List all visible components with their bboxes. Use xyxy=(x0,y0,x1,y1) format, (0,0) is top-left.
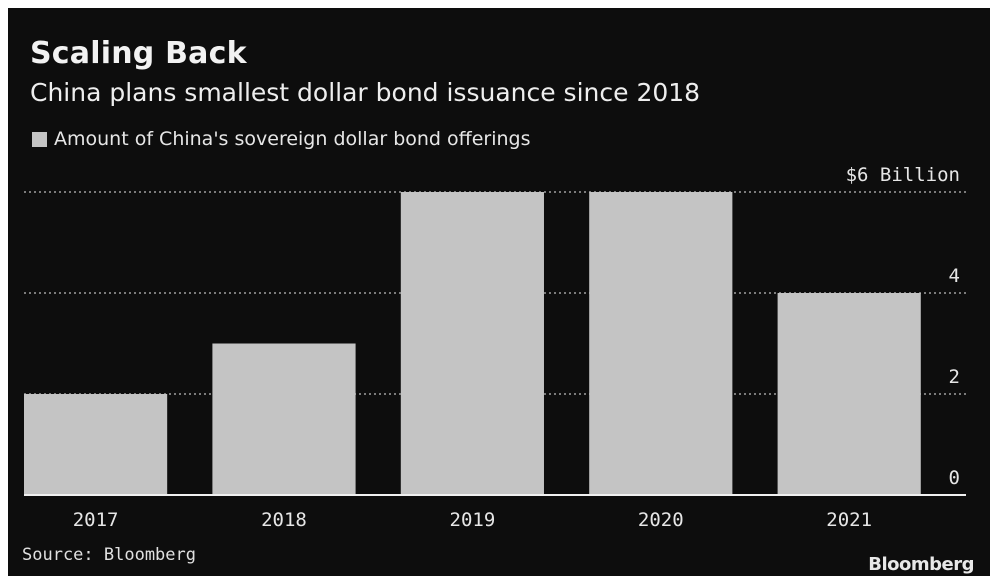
chart-legend: Amount of China's sovereign dollar bond … xyxy=(32,128,531,150)
y-tick-label: 0 xyxy=(949,467,960,489)
x-tick-label: 2021 xyxy=(826,509,872,531)
bar xyxy=(589,192,733,495)
bar-chart-plot: 0 2 4 $6 Billion 2017 2018 2019 2020 2021 xyxy=(24,164,966,531)
chart-subtitle: China plans smallest dollar bond issuanc… xyxy=(30,78,701,107)
legend-swatch xyxy=(32,131,47,147)
y-tick-label: 2 xyxy=(949,366,960,388)
x-tick-label: 2019 xyxy=(450,509,496,531)
y-tick-label: 4 xyxy=(949,265,960,287)
source-note: Source: Bloomberg xyxy=(22,545,196,565)
brand-logo: Bloomberg xyxy=(868,554,974,575)
legend-label: Amount of China's sovereign dollar bond … xyxy=(54,128,531,150)
chart-panel: Scaling Back China plans smallest dollar… xyxy=(8,8,990,576)
chart-title: Scaling Back xyxy=(30,36,247,71)
bar xyxy=(777,293,921,495)
bar xyxy=(24,394,168,495)
x-tick-label: 2020 xyxy=(638,509,684,531)
y-axis-unit-label: $6 Billion xyxy=(846,164,960,186)
x-tick-label: 2018 xyxy=(261,509,307,531)
bar xyxy=(400,192,544,495)
bar xyxy=(212,343,356,495)
x-tick-label: 2017 xyxy=(73,509,119,531)
